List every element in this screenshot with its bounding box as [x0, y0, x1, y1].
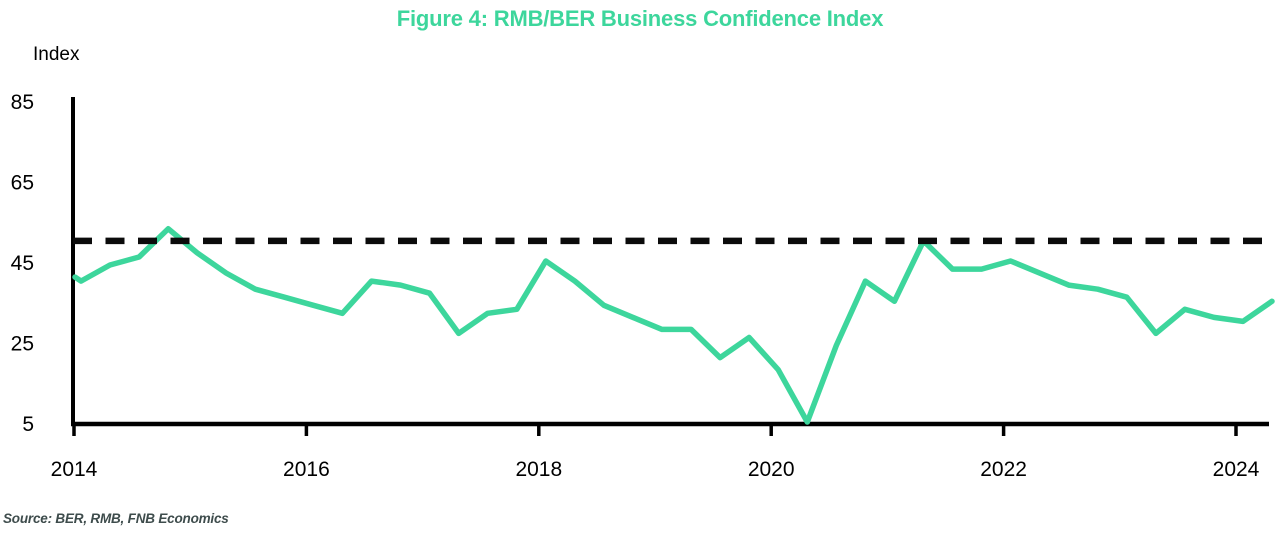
- x-tick-label-2024: 2024: [1213, 458, 1260, 481]
- bci-series-line: [72, 226, 1275, 425]
- y-tick-label-45: 45: [11, 252, 34, 275]
- x-tick-label-2016: 2016: [283, 458, 330, 481]
- x-tick-label-2020: 2020: [748, 458, 795, 481]
- y-axis-title: Index: [33, 44, 80, 65]
- figure-title: Figure 4: RMB/BER Business Confidence In…: [396, 6, 884, 31]
- x-tick-label-2018: 2018: [515, 458, 562, 481]
- source-note: Source: BER, RMB, FNB Economics: [3, 511, 229, 526]
- x-tick-label-2014: 2014: [51, 458, 98, 481]
- y-tick-label-25: 25: [11, 333, 34, 356]
- y-tick-label-85: 85: [11, 91, 34, 114]
- y-tick-label-65: 65: [11, 172, 34, 195]
- y-tick-label-5: 5: [22, 413, 34, 436]
- x-tick-label-2022: 2022: [980, 458, 1027, 481]
